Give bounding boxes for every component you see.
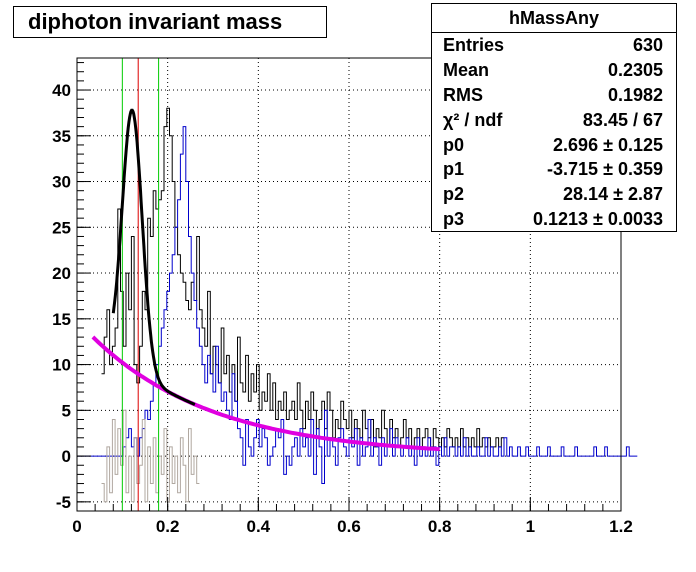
- stats-value: -3.715 ± 0.359: [547, 159, 663, 180]
- histogram-grey: [101, 409, 200, 503]
- y-tick-label: 5: [62, 401, 71, 420]
- stats-value: 630: [632, 35, 663, 55]
- x-tick-label: 0.2: [156, 517, 180, 536]
- stats-value: 0.2305: [607, 59, 663, 80]
- stats-value: 28.14 ± 2.87: [563, 184, 663, 205]
- stats-title: hMassAny: [432, 4, 676, 33]
- y-tick-label: 15: [52, 310, 71, 329]
- background-fit-curve: [91, 335, 440, 452]
- x-tick-label: 1: [526, 517, 535, 536]
- stats-key: Mean: [443, 59, 490, 80]
- x-tick-label: 0: [72, 517, 81, 536]
- stats-box: hMassAny Entries 630 Mean 0.2305 RMS 0.1982 χ²…: [431, 3, 677, 232]
- y-tick-label: 20: [52, 264, 71, 283]
- stats-row: p3 0.1213 ± 0.0033: [432, 207, 676, 232]
- stats-row: Mean 0.2305: [432, 58, 676, 83]
- stats-row: RMS 0.1982: [432, 83, 676, 108]
- x-tick-label: 0.8: [428, 517, 452, 536]
- stats-rows: Entries 630 Mean 0.2305 RMS 0.1982 χ² / ndf 83.…: [432, 33, 676, 232]
- stats-key: RMS: [443, 84, 483, 105]
- histogram-blue: [77, 126, 638, 484]
- stats-value: 0.1982: [607, 84, 663, 105]
- y-tick-label: 40: [52, 81, 71, 100]
- x-tick-label: 1.2: [609, 517, 633, 536]
- stats-key: p0: [443, 134, 465, 155]
- stats-row: p0 2.696 ± 0.125: [432, 133, 676, 158]
- chart-title: diphoton invariant mass: [13, 6, 327, 38]
- stats-row: p2 28.14 ± 2.87: [432, 182, 676, 207]
- stats-key: p3: [443, 209, 465, 230]
- y-tick-label: 35: [52, 127, 71, 146]
- stats-value: 83.45 / 67: [582, 109, 663, 130]
- stats-row: Entries 630: [432, 33, 676, 58]
- y-tick-label: 10: [52, 356, 71, 375]
- data-layer: [77, 58, 638, 511]
- stats-key: p2: [443, 184, 465, 205]
- x-tick-label: 0.4: [247, 517, 271, 536]
- y-tick-label: 30: [52, 173, 71, 192]
- stats-value: 0.1213 ± 0.0033: [533, 209, 663, 230]
- stats-key: χ² / ndf: [443, 109, 503, 130]
- y-tick-label: 0: [62, 447, 71, 466]
- x-tick-label: 0.6: [337, 517, 361, 536]
- stats-key: p1: [443, 159, 465, 180]
- y-tick-label: -5: [56, 493, 71, 512]
- stats-row: p1 -3.715 ± 0.359: [432, 157, 676, 182]
- histogram-black: [101, 107, 504, 448]
- stats-row: χ² / ndf 83.45 / 67: [432, 108, 676, 133]
- stats-key: Entries: [443, 35, 505, 55]
- y-tick-label: 25: [52, 218, 71, 237]
- stats-value: 2.696 ± 0.125: [553, 134, 663, 155]
- peak-fit-curve: [111, 108, 196, 406]
